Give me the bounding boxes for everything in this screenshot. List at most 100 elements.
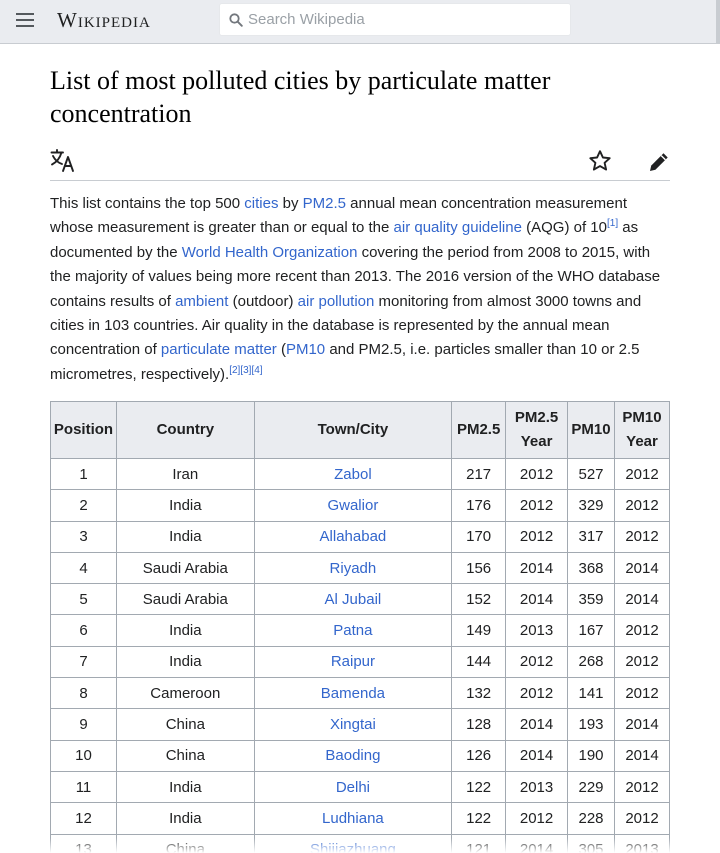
city-link[interactable]: Ludhiana [322,809,384,827]
city-cell: Ludhiana [253,802,453,835]
city-link[interactable]: Riyadh [329,559,377,577]
edit-pencil-icon[interactable] [647,150,671,174]
page-title: List of most polluted cities by particul… [50,66,551,128]
pm10-cell: 329 [567,489,616,522]
city-cell: Allahabad [253,520,453,553]
top-bar: Wikipedia [0,0,720,44]
position-cell: 9 [50,708,117,741]
pm25-year-cell: 2012 [505,645,569,679]
city-link[interactable]: Baoding [325,747,381,765]
header-pm25[interactable]: PM2.5 [451,401,507,459]
pm25-year-cell: 2012 [505,489,569,522]
header-pm25-year[interactable]: PM2.5 Year [505,401,569,459]
pm25-cell: 149 [451,614,507,647]
position-cell: 8 [50,677,117,710]
pollution-table: Position Country Town/City PM2.5 PM2.5 Y… [50,401,670,853]
pm10-year-cell: 2012 [614,645,670,679]
search-box[interactable] [219,3,571,36]
pm10-cell: 193 [567,708,616,741]
reference-4[interactable]: [4] [251,364,263,376]
search-input[interactable] [248,4,566,35]
pm10-year-cell: 2014 [614,551,670,585]
header-pm10-year[interactable]: PM10 Year [614,401,670,459]
reference-2[interactable]: [2] [229,364,241,376]
country-cell: China [115,739,255,772]
link-air-pollution[interactable]: air pollution [297,292,375,310]
search-icon [229,13,243,27]
intro-text: as documented by the [50,219,639,261]
link-pm10[interactable]: PM10 [285,341,326,359]
position-cell: 7 [50,645,117,679]
country-cell: Saudi Arabia [115,551,255,585]
link-ambient[interactable]: ambient [175,292,229,310]
reference-3[interactable]: [3] [240,364,252,376]
city-link[interactable]: Xingtai [329,716,376,734]
pm25-cell: 128 [451,708,507,741]
city-link[interactable]: Al Jubail [324,590,382,608]
city-cell: Bamenda [253,677,453,710]
city-link[interactable]: Allahabad [319,528,387,546]
link-particulate-matter[interactable]: particulate matter [160,341,277,359]
table-row: 9 China Xingtai 128 2014 193 2014 [50,708,670,741]
pm25-year-cell: 2014 [505,708,569,741]
link-who[interactable]: World Health Organization [181,243,358,261]
pm25-year-cell: 2012 [505,457,569,491]
scrollbar[interactable] [716,0,720,44]
link-air-quality-guideline[interactable]: air quality guideline [393,219,522,237]
city-link[interactable]: Patna [333,622,373,640]
table-row: 10 China Baoding 126 2014 190 2014 [50,739,670,772]
table-row: 1 Iran Zabol 217 2012 527 2012 [50,457,670,491]
pm10-year-cell: 2014 [614,708,670,741]
header-pm10[interactable]: PM10 [567,401,616,459]
menu-icon[interactable] [14,10,38,32]
position-cell: 4 [50,551,117,585]
pm10-cell: 368 [567,551,616,585]
reference-1[interactable]: [1] [606,218,619,230]
header-position[interactable]: Position [50,401,117,459]
pm10-year-cell: 2014 [614,739,670,772]
intro-text: (AQG) of 10 [521,219,607,237]
city-link[interactable]: Gwalior [327,496,379,514]
table-row: 6 India Patna 149 2013 167 2012 [50,614,670,647]
city-link[interactable]: Bamenda [320,684,386,702]
table-header-row: Position Country Town/City PM2.5 PM2.5 Y… [50,401,670,459]
country-cell: India [115,770,255,804]
position-cell: 3 [50,520,117,553]
country-cell: India [115,520,255,553]
city-cell: Patna [253,614,453,647]
pm25-cell: 122 [451,802,507,835]
table-row: 4 Saudi Arabia Riyadh 156 2014 368 2014 [50,551,670,585]
city-cell: Gwalior [253,489,453,522]
table-row: 2 India Gwalior 176 2012 329 2012 [50,489,670,522]
pm25-cell: 170 [451,520,507,553]
city-cell: Zabol [253,457,453,491]
header-country[interactable]: Country [115,401,255,459]
pm25-year-cell: 2012 [505,802,569,835]
pm10-year-cell: 2012 [614,520,670,553]
position-cell: 6 [50,614,117,647]
position-cell: 2 [50,489,117,522]
link-cities[interactable]: cities [244,195,279,212]
position-cell: 1 [50,457,117,491]
country-cell: India [115,802,255,835]
header-town-city[interactable]: Town/City [253,401,453,459]
intro-text: covering the period from 2008 to 2015, w… [50,243,661,310]
pm10-cell: 141 [567,677,616,710]
city-cell: Delhi [253,770,453,804]
country-cell: Cameroon [115,677,255,710]
city-link[interactable]: Delhi [335,778,370,796]
link-pm25[interactable]: PM2.5 [302,195,347,212]
intro-text: This list contains the top 500 [50,195,245,212]
country-cell: India [115,614,255,647]
city-link[interactable]: Zabol [334,465,372,483]
page-actions-bar [50,145,670,181]
city-cell: Al Jubail [253,583,453,616]
watch-star-icon[interactable] [588,149,612,173]
pm25-year-cell: 2014 [505,551,569,585]
country-cell: Saudi Arabia [115,583,255,616]
wikipedia-wordmark[interactable]: Wikipedia [57,8,151,33]
pm10-cell: 268 [567,645,616,679]
language-icon[interactable] [50,149,76,173]
pm25-cell: 122 [451,770,507,804]
city-link[interactable]: Raipur [330,653,375,671]
